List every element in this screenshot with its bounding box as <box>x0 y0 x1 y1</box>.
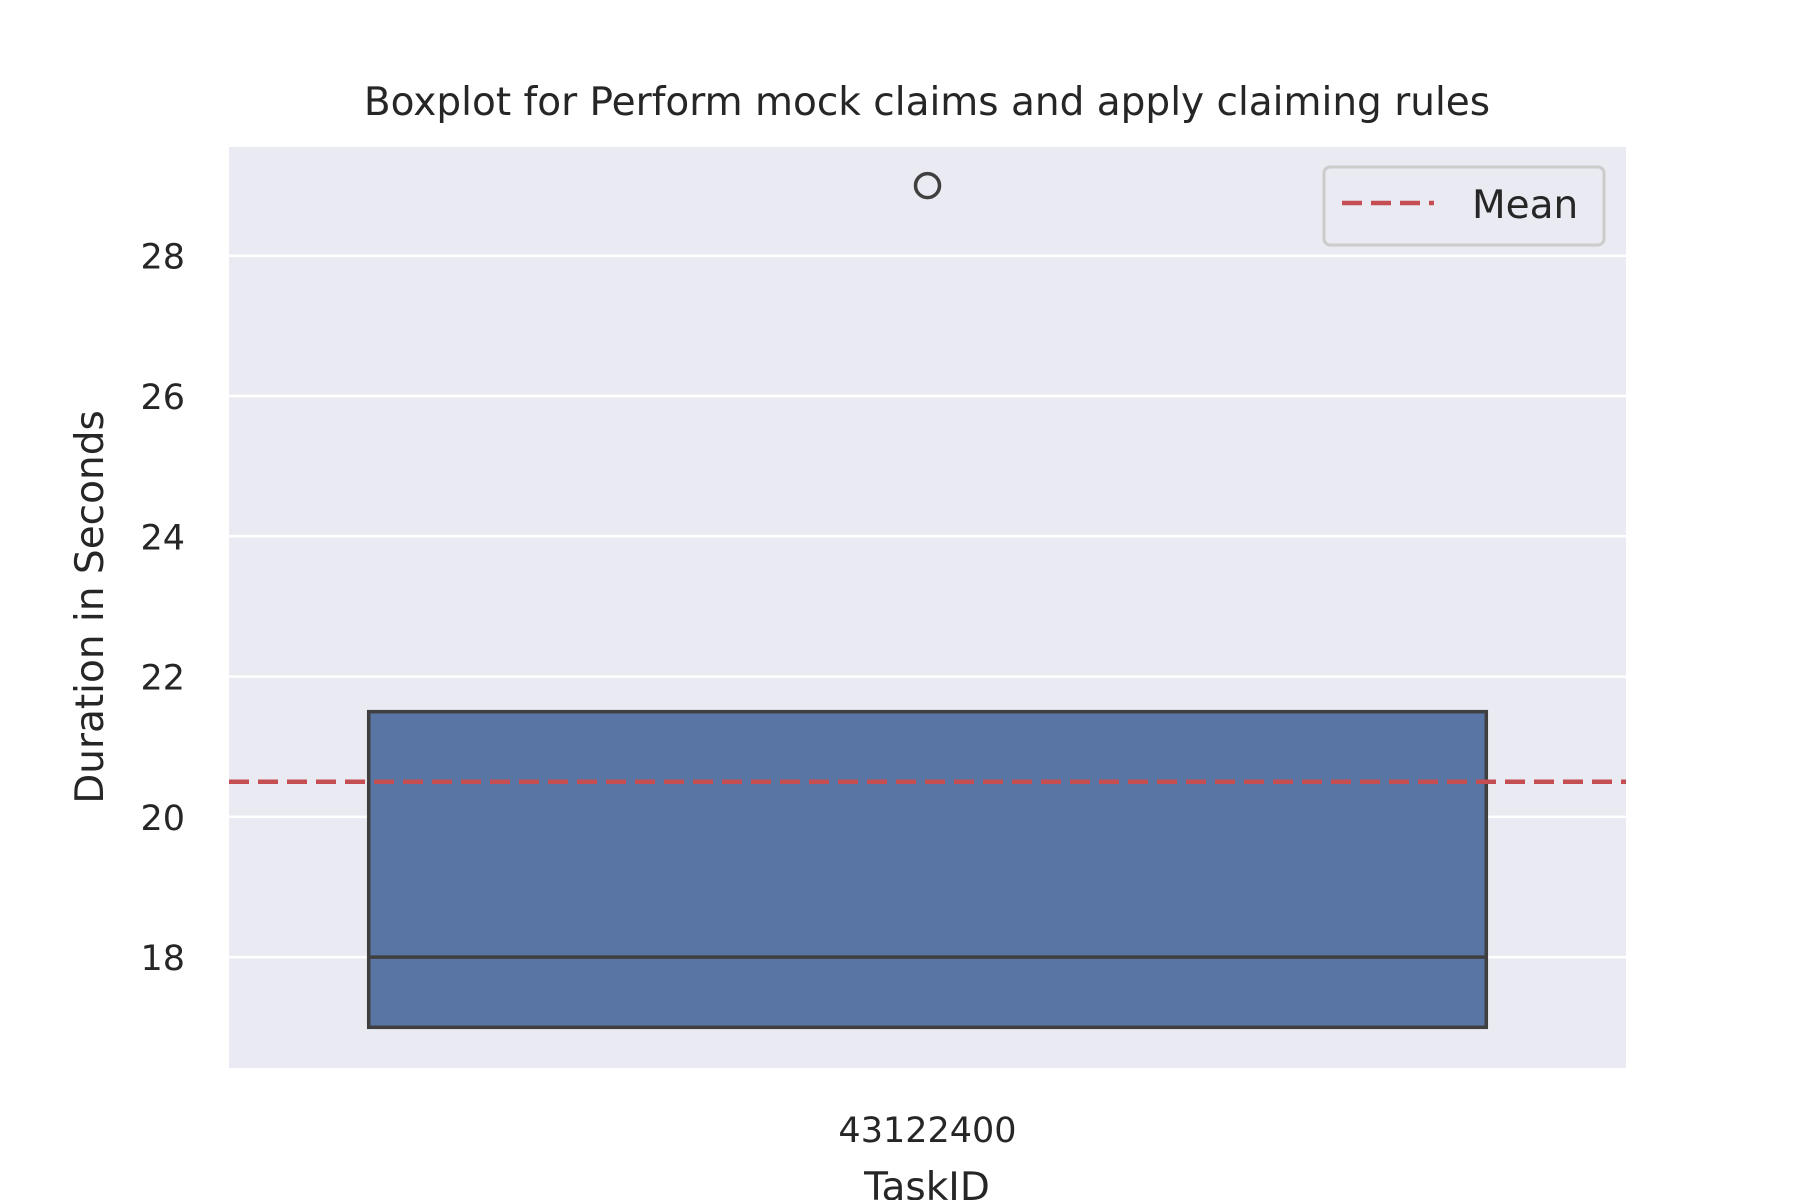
y-tick-label: 26 <box>140 378 185 418</box>
y-tick-label: 28 <box>140 238 185 278</box>
y-tick-label: 22 <box>140 659 185 699</box>
chart-title: Boxplot for Perform mock claims and appl… <box>364 80 1490 125</box>
y-axis-label: Duration in Seconds <box>68 410 113 804</box>
x-tick-label: 43122400 <box>838 1111 1016 1151</box>
y-tick-label: 18 <box>140 939 185 979</box>
y-tick-labels: 18 20 22 24 26 28 <box>140 238 185 979</box>
outlier-point <box>913 171 942 200</box>
x-tick-labels: 43122400 <box>838 1111 1016 1151</box>
box-group <box>366 171 1489 1030</box>
box-body <box>366 709 1489 1030</box>
legend: Mean <box>1322 165 1606 247</box>
y-tick-label: 20 <box>140 799 185 839</box>
y-tick-label: 24 <box>140 518 185 558</box>
legend-box <box>1322 165 1606 247</box>
x-axis-label: TaskID <box>863 1165 990 1200</box>
legend-mean-label: Mean <box>1472 183 1578 228</box>
